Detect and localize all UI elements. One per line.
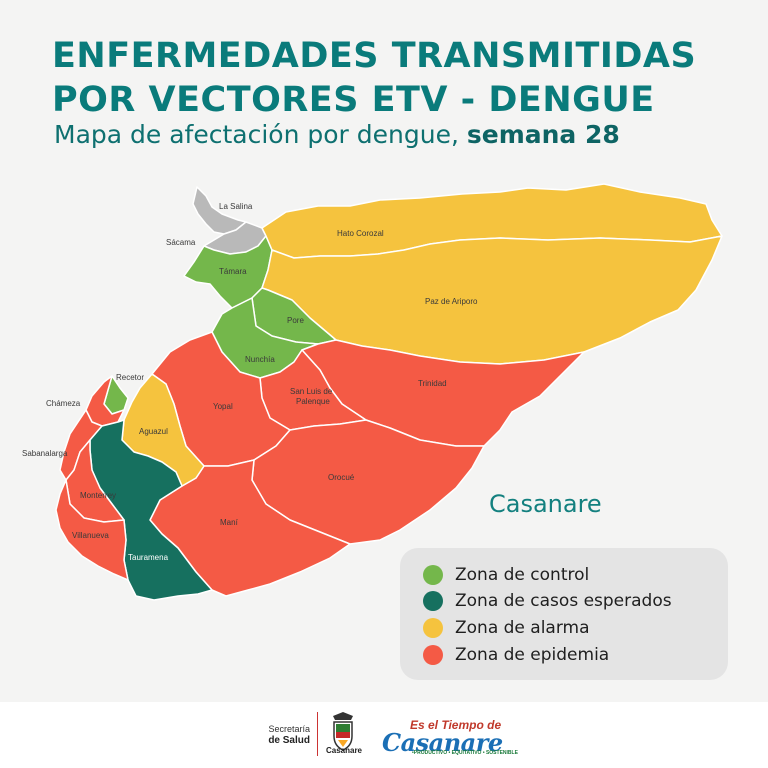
legend: Zona de control Zona de casos esperados … (400, 548, 728, 680)
label-sacama: Sácama (166, 238, 196, 247)
slogan-logo: Es el Tiempo de Casanare •PRODUCTIVO • E… (382, 718, 518, 758)
secretaria-de-salud-text: Secretaría de Salud (230, 724, 310, 746)
region-name: Casanare (489, 490, 602, 518)
footer-divider (317, 712, 318, 756)
legend-item-alarma: Zona de alarma (423, 618, 590, 638)
secretaria-line-1: Secretaría (268, 724, 310, 734)
label-monterrey: Monterrey (80, 491, 116, 500)
slogan-sub: •PRODUCTIVO • EQUITATIVO • SOSTENIBLE (412, 750, 518, 756)
footer: Secretaría de Salud Casanare Es el Tiemp… (0, 702, 768, 768)
label-yopal: Yopal (213, 402, 233, 411)
legend-swatch-epidemia (423, 645, 443, 665)
casanare-map: La Salina Sácama Támara Hato Corozal Paz… (22, 183, 723, 601)
label-aguazul: Aguazul (139, 427, 168, 436)
label-chameza: Chámeza (46, 399, 81, 408)
legend-label-epidemia: Zona de epidemia (455, 645, 610, 665)
label-tamara: Támara (219, 267, 247, 276)
subtitle-week: semana 28 (466, 120, 620, 149)
secretaria-line-2: de Salud (268, 735, 310, 746)
legend-item-control: Zona de control (423, 565, 589, 585)
page-title: ENFERMEDADES TRANSMITIDAS POR VECTORES E… (52, 34, 696, 122)
label-sabanalarga: Sabanalarga (22, 449, 68, 458)
seal-caption: Casanare (325, 746, 363, 755)
legend-swatch-control (423, 565, 443, 585)
label-san-luis-line-1: San Luis de (290, 387, 333, 396)
subtitle-prefix: Mapa de afectación por dengue, (54, 120, 459, 149)
legend-item-esperados: Zona de casos esperados (423, 591, 672, 611)
legend-swatch-alarma (423, 618, 443, 638)
label-hato-corozal: Hato Corozal (337, 229, 384, 238)
title-line-2: POR VECTORES ETV - DENGUE (52, 80, 655, 120)
municipality-villanueva[interactable] (55, 479, 129, 581)
municipality-labels: La Salina Sácama Támara Hato Corozal Paz… (22, 202, 478, 562)
legend-item-epidemia: Zona de epidemia (423, 645, 609, 665)
label-recetor: Recetor (116, 373, 144, 382)
legend-swatch-esperados (423, 591, 443, 611)
label-la-salina: La Salina (219, 202, 253, 211)
label-nunchia: Nunchía (245, 355, 275, 364)
label-orocue: Orocué (328, 473, 355, 482)
label-trinidad: Trinidad (418, 379, 447, 388)
label-paz-de-ariporo: Paz de Ariporo (425, 297, 478, 306)
label-pore: Pore (287, 316, 304, 325)
label-tauramena: Tauramena (128, 553, 169, 562)
page-subtitle: Mapa de afectación por dengue, semana 28 (54, 120, 620, 149)
slogan-top: Es el Tiempo de (410, 718, 502, 732)
title-line-1: ENFERMEDADES TRANSMITIDAS (52, 36, 697, 76)
legend-label-esperados: Zona de casos esperados (455, 591, 672, 611)
label-mani: Maní (220, 518, 239, 527)
casanare-seal-icon (333, 712, 353, 751)
label-villanueva: Villanueva (72, 531, 109, 540)
label-san-luis-line-2: Palenque (296, 397, 330, 406)
slogan-main: Casanare (382, 728, 503, 757)
legend-label-control: Zona de control (455, 565, 590, 585)
legend-label-alarma: Zona de alarma (455, 618, 590, 638)
